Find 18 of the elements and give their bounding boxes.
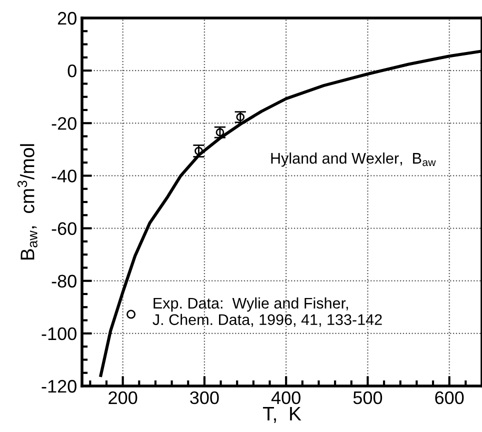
point (194, 146, 203, 156)
x-tick-label: 400 (271, 391, 300, 404)
y-tick-label: -60 (52, 222, 76, 236)
x-tick-label: 600 (435, 391, 464, 404)
y-tick-label: -40 (52, 170, 76, 182)
text: Hyland and Wexler, B$_{aw}$ (271, 152, 436, 167)
x-tick-label: 200 (108, 391, 138, 404)
y-tick-label: 0 (68, 64, 76, 78)
x-axis-title: T, K (262, 407, 302, 423)
y-tick-label: 20 (58, 12, 76, 25)
y-tick-label: -120 (42, 380, 76, 393)
y-tick-label: -80 (52, 274, 76, 288)
y-tick-label: -100 (42, 327, 76, 340)
x-tick-label: 300 (190, 391, 219, 404)
x-tick-label: 500 (353, 391, 382, 404)
y-tick-label: -20 (52, 117, 76, 130)
legend-label: Exp. Data: Wylie and Fisher, J. Chem. Data, 1996, 41, 133-142 (152, 297, 382, 327)
y-axis-title: B$_{aw}$, cm$^{3}$/mol (17, 144, 38, 260)
